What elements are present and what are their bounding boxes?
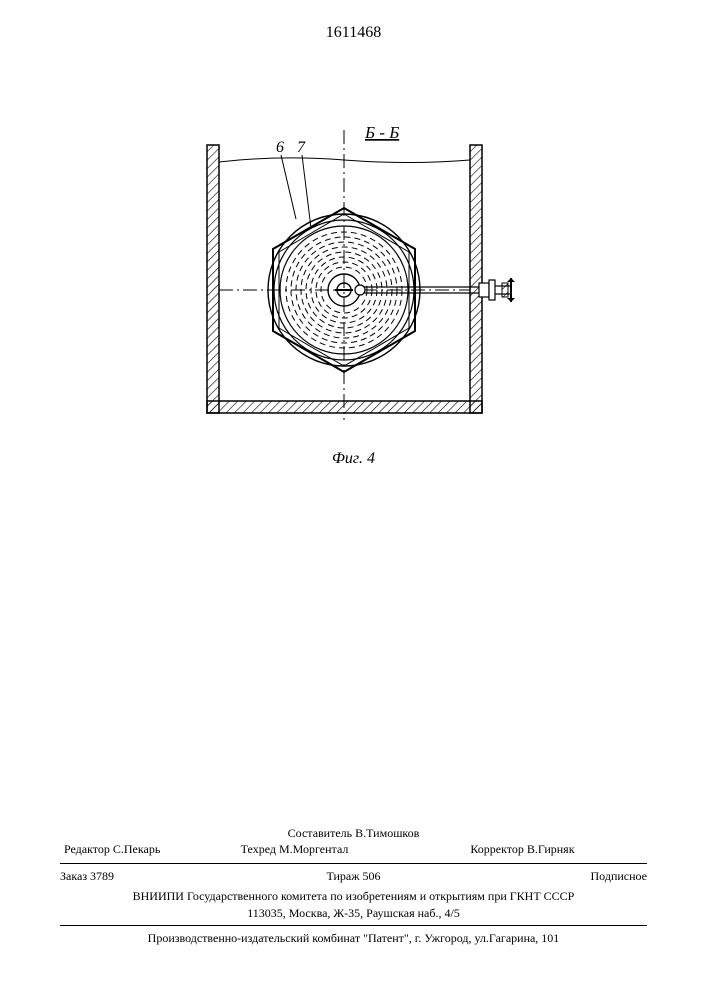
subscription: Подписное (451, 868, 647, 884)
order-number: Заказ 3789 (60, 868, 256, 884)
compiler-line: Составитель В.Тимошков (60, 825, 647, 841)
callout-7-text: 7 (297, 139, 306, 156)
institute-line-1: ВНИИПИ Государственного комитета по изоб… (60, 888, 647, 904)
corrector-name: В.Гирняк (527, 842, 575, 856)
publication-footer: Составитель В.Тимошков Редактор С.Пекарь… (60, 825, 647, 950)
institute-line-2: 113035, Москва, Ж-35, Раушская наб., 4/5 (60, 905, 647, 921)
callout-6-text: 6 (276, 139, 284, 156)
section-label-text: Б - Б (364, 123, 399, 142)
tirazh: Тираж 506 (256, 868, 452, 884)
tech-name: М.Моргентал (279, 842, 348, 856)
figure-caption: Фиг. 4 (332, 450, 375, 468)
page-number: 1611468 (326, 24, 381, 42)
figure-4: 6 7 Б - Б (179, 120, 529, 440)
publisher-line: Производственно-издательский комбинат "П… (60, 925, 647, 950)
corrector-label: Корректор (470, 842, 524, 856)
tech-label: Техред (241, 842, 276, 856)
editor-label: Редактор (64, 842, 110, 856)
editor-name: С.Пекарь (113, 842, 160, 856)
